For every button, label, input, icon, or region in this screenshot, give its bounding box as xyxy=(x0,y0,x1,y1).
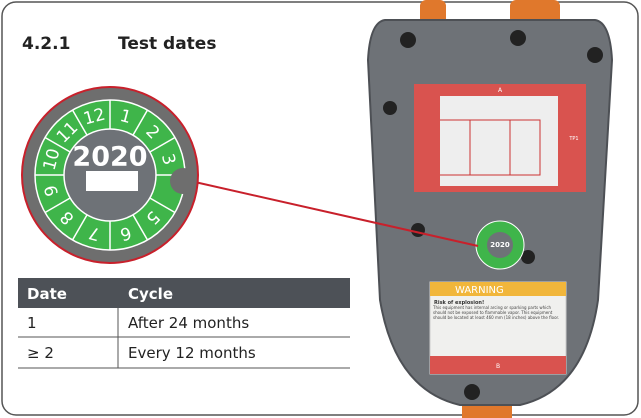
warning-title: WARNING xyxy=(455,285,504,296)
device: A TP1 2020 WARNING Risk of explosion! Th… xyxy=(368,0,612,418)
table-cell: 1 xyxy=(27,314,37,332)
sticker-year: 2020 xyxy=(490,241,510,249)
warning-text: This equipment has internal arcing or sp… xyxy=(433,305,563,320)
table-header: Cycle xyxy=(128,285,173,303)
panel-label: B xyxy=(496,363,500,370)
table-cell: Every 12 months xyxy=(128,344,256,362)
badge-year: 2020 xyxy=(72,142,147,173)
table-cell: ≥ 2 xyxy=(27,344,54,362)
figure: 4.2.1 Test dates A TP1 2020 WARNING Risk… xyxy=(0,0,641,418)
panel-tag: TP1 xyxy=(568,136,578,142)
test-table: Date Cycle 1 After 24 months ≥ 2 Every 1… xyxy=(18,278,350,368)
page: 4.2.1 Test dates A TP1 2020 WARNING Risk… xyxy=(0,0,641,418)
table-cell: After 24 months xyxy=(128,314,249,332)
table-header: Date xyxy=(27,285,67,303)
section-title: Test dates xyxy=(118,34,216,54)
section-number: 4.2.1 xyxy=(22,34,70,54)
